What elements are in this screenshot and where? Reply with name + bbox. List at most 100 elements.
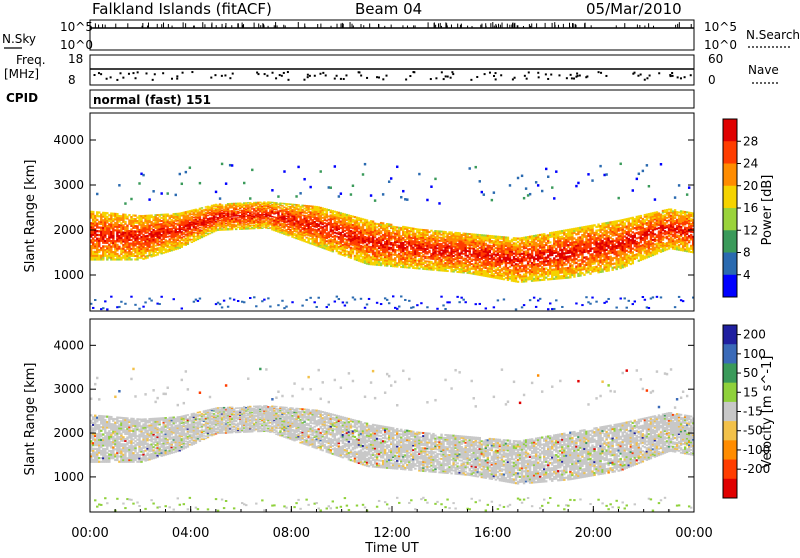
heatmap-cell — [328, 304, 330, 306]
heatmap-cell — [124, 221, 126, 223]
freq-strip: Freq. [MHz] 18 8 60 0 Nave — [4, 52, 780, 87]
heatmap-cell — [104, 300, 106, 302]
heatmap-cell — [318, 297, 320, 299]
heatmap-cell — [269, 305, 271, 307]
heatmap-cell — [390, 177, 392, 180]
heatmap-cell — [503, 298, 505, 300]
nave-point — [264, 73, 266, 75]
nave-point — [451, 71, 453, 73]
heatmap-cell — [229, 297, 231, 299]
cpid-strip: CPID normal (fast) 151 — [6, 90, 694, 108]
nsky-tick-bottom: 10^0 — [60, 38, 93, 52]
nsearch-tick-bottom: 10^0 — [704, 38, 737, 52]
nave-point — [281, 75, 283, 77]
heatmap-cell — [130, 258, 132, 260]
heatmap-cell — [456, 296, 458, 298]
heatmap-cell — [199, 298, 201, 300]
nave-point — [493, 75, 495, 77]
heatmap-cell — [251, 169, 253, 172]
heatmap-cell — [479, 180, 481, 183]
heatmap-cell — [253, 296, 255, 298]
nave-point — [322, 72, 324, 74]
nave-point — [470, 79, 472, 81]
nave-point — [441, 71, 443, 73]
nave-point — [528, 71, 530, 73]
nave-point — [576, 73, 578, 75]
nave-point — [670, 75, 672, 77]
heatmap-cell — [167, 192, 169, 195]
nave-point — [128, 73, 130, 75]
heatmap-cell — [221, 204, 223, 206]
nsky-frame — [90, 20, 694, 50]
heatmap-cell — [110, 296, 112, 298]
nave-point — [586, 75, 588, 77]
heatmap-cell — [215, 191, 217, 194]
heatmap-cell — [491, 199, 493, 202]
nave-point — [366, 77, 368, 79]
nave-point — [214, 74, 216, 76]
nave-point — [146, 72, 148, 74]
heatmap-cell — [350, 193, 352, 196]
heatmap-cell — [380, 303, 382, 305]
heatmap-cell — [406, 198, 408, 201]
heatmap-cell — [134, 304, 136, 306]
heatmap-cell — [426, 306, 428, 308]
nsky-spikes — [95, 22, 691, 28]
heatmap-cell — [493, 191, 495, 194]
heatmap-cell — [390, 224, 392, 226]
heatmap-cell — [412, 306, 414, 308]
heatmap-cell — [438, 202, 440, 205]
heatmap-cell — [309, 297, 311, 299]
heatmap-cell — [148, 198, 150, 201]
heatmap-cell — [320, 170, 322, 173]
heatmap-cell — [225, 182, 227, 185]
nave-point — [571, 77, 573, 79]
heatmap-cell — [342, 301, 344, 303]
nave-point — [176, 78, 178, 80]
heatmap-cell — [420, 302, 422, 304]
heatmap-cell — [404, 299, 406, 301]
nave-point — [644, 79, 646, 81]
heatmap-cell — [221, 306, 223, 308]
nave-point — [382, 78, 384, 80]
nsky-label: N.Sky — [2, 32, 36, 46]
heatmap-cell — [352, 185, 354, 188]
nave-point — [476, 76, 478, 78]
heatmap-cell — [197, 300, 199, 302]
nave-point — [512, 78, 514, 80]
heatmap-cell — [448, 301, 450, 303]
heatmap-cell — [297, 204, 299, 206]
nsearch-tick-top: 10^5 — [704, 20, 737, 34]
nave-point — [307, 76, 309, 78]
heatmap-cell — [303, 239, 305, 241]
heatmap-cell — [497, 299, 499, 301]
heatmap-cell — [336, 296, 338, 298]
heatmap-cell — [243, 182, 245, 185]
heatmap-cell — [509, 184, 511, 187]
heatmap-cell — [338, 298, 340, 300]
heatmap-cell — [120, 301, 122, 303]
nave-point — [538, 76, 540, 78]
heatmap-cell — [376, 302, 378, 304]
heatmap-cell — [400, 196, 402, 199]
heatmap-cell — [450, 231, 452, 233]
nsearch-label: N.Search — [746, 28, 800, 42]
nave-point — [671, 72, 673, 74]
nave-point — [640, 74, 642, 76]
heatmap-cell — [334, 165, 336, 168]
heatmap-cell — [144, 301, 146, 303]
nave-point — [495, 72, 497, 74]
freq-unit: [MHz] — [4, 67, 39, 81]
heatmap-cell — [138, 308, 140, 310]
nave-point — [435, 77, 437, 79]
nave-point — [550, 74, 552, 76]
nave-point — [176, 75, 178, 77]
nave-point — [378, 76, 380, 78]
nave-point — [182, 72, 184, 74]
heatmap-cell — [440, 296, 442, 298]
nave-points — [94, 71, 692, 81]
heatmap-cell — [106, 212, 108, 214]
heatmap-cell — [485, 243, 487, 245]
freq-label: Freq. — [16, 53, 46, 67]
heatmap-cell — [118, 184, 120, 187]
